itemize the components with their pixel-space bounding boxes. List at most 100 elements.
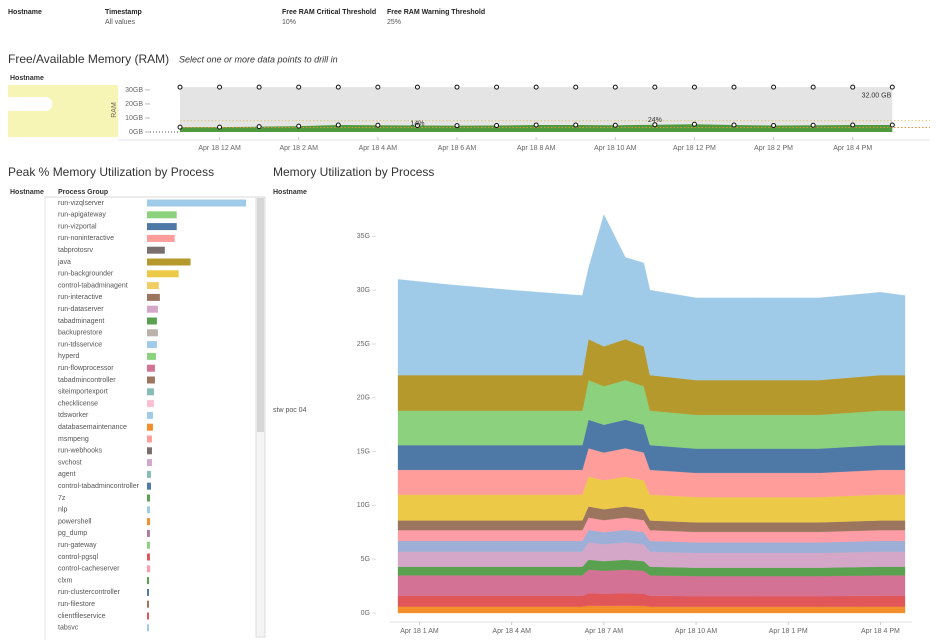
y-tick-label: 20GB [125, 101, 143, 108]
data-point[interactable] [256, 84, 262, 90]
filter-value[interactable]: All values [105, 19, 135, 26]
bar[interactable] [147, 553, 150, 561]
data-point[interactable] [691, 84, 697, 90]
data-point[interactable] [771, 84, 777, 90]
data-point[interactable] [414, 84, 420, 90]
process-label: run-dataserver [58, 306, 104, 313]
process-label: control-tabadminagent [58, 282, 128, 289]
data-point[interactable] [731, 122, 737, 128]
data-point[interactable] [731, 84, 737, 90]
data-point[interactable] [414, 123, 420, 129]
bar[interactable] [147, 459, 152, 467]
bar[interactable] [147, 199, 247, 207]
data-point[interactable] [850, 122, 856, 128]
data-point[interactable] [335, 122, 341, 128]
bar[interactable] [147, 341, 157, 349]
process-label: 7z [58, 495, 66, 502]
bar[interactable] [147, 352, 156, 360]
y-tick-label: 35G [357, 233, 370, 240]
filter-label: Free RAM Critical Threshold [282, 9, 376, 16]
bar[interactable] [147, 270, 179, 278]
data-point[interactable] [889, 84, 895, 90]
data-point[interactable] [612, 122, 618, 128]
bar[interactable] [147, 541, 150, 549]
data-point[interactable] [296, 123, 302, 129]
data-point[interactable] [612, 84, 618, 90]
data-point[interactable] [652, 122, 658, 128]
y-tick-label: 30GB [125, 87, 143, 94]
bar[interactable] [147, 411, 153, 419]
scrollbar-thumb[interactable] [257, 198, 264, 432]
data-point[interactable] [533, 84, 539, 90]
bar[interactable] [147, 317, 157, 325]
data-point[interactable] [494, 123, 500, 129]
data-point[interactable] [771, 123, 777, 129]
bar[interactable] [147, 482, 151, 490]
bar[interactable] [147, 470, 151, 478]
bar[interactable] [147, 329, 158, 337]
data-point[interactable] [177, 124, 183, 130]
x-tick-label: Apr 18 4 PM [861, 628, 900, 635]
bar[interactable] [147, 388, 154, 396]
bar[interactable] [147, 624, 149, 632]
bar[interactable] [147, 423, 153, 431]
data-point[interactable] [691, 121, 697, 127]
bar[interactable] [147, 600, 149, 608]
bar[interactable] [147, 282, 159, 290]
bar[interactable] [147, 246, 165, 254]
data-point[interactable] [494, 84, 500, 90]
x-tick-label: Apr 18 2 AM [279, 145, 318, 152]
bar[interactable] [147, 447, 152, 455]
hostname-notch [8, 97, 52, 111]
bar[interactable] [147, 234, 175, 242]
process-label: run-filestore [58, 601, 95, 608]
data-point[interactable] [217, 84, 223, 90]
data-point[interactable] [810, 84, 816, 90]
stack-layer[interactable] [397, 214, 906, 381]
process-label: powershell [58, 518, 92, 525]
data-point[interactable] [889, 122, 895, 128]
process-label: pg_dump [58, 530, 87, 537]
data-point[interactable] [375, 122, 381, 128]
chart-title: Peak % Memory Utilization by Process [8, 165, 214, 179]
data-point[interactable] [177, 84, 183, 90]
data-point[interactable] [454, 84, 460, 90]
bar[interactable] [147, 565, 150, 573]
data-point[interactable] [850, 84, 856, 90]
bar[interactable] [147, 364, 155, 372]
filter-value[interactable]: 25% [387, 19, 401, 26]
bar[interactable] [147, 435, 152, 443]
bar[interactable] [147, 211, 177, 219]
bar[interactable] [147, 612, 149, 620]
bar[interactable] [147, 506, 150, 514]
data-point[interactable] [652, 84, 658, 90]
annotation: 24% [648, 117, 662, 124]
data-point[interactable] [533, 122, 539, 128]
data-point[interactable] [335, 84, 341, 90]
data-point[interactable] [217, 124, 223, 130]
bar[interactable] [147, 400, 154, 408]
data-point[interactable] [573, 122, 579, 128]
x-tick-label: Apr 18 2 PM [754, 145, 793, 152]
bar[interactable] [147, 588, 149, 596]
filter-value[interactable]: 10% [282, 19, 296, 26]
data-point[interactable] [256, 124, 262, 130]
data-point[interactable] [810, 122, 816, 128]
data-point[interactable] [375, 84, 381, 90]
filter-label: Hostname [8, 9, 42, 16]
data-point[interactable] [454, 123, 460, 129]
bar[interactable] [147, 494, 150, 502]
data-point[interactable] [296, 84, 302, 90]
bar[interactable] [147, 376, 155, 384]
bar[interactable] [147, 258, 191, 266]
bar[interactable] [147, 529, 150, 537]
bar[interactable] [147, 223, 177, 231]
y-tick-label: 10GB [125, 115, 143, 122]
process-label: run-interactive [58, 294, 102, 301]
bar[interactable] [147, 293, 160, 301]
data-point[interactable] [573, 84, 579, 90]
bar[interactable] [147, 518, 150, 526]
bar[interactable] [147, 305, 158, 313]
bar[interactable] [147, 577, 149, 585]
